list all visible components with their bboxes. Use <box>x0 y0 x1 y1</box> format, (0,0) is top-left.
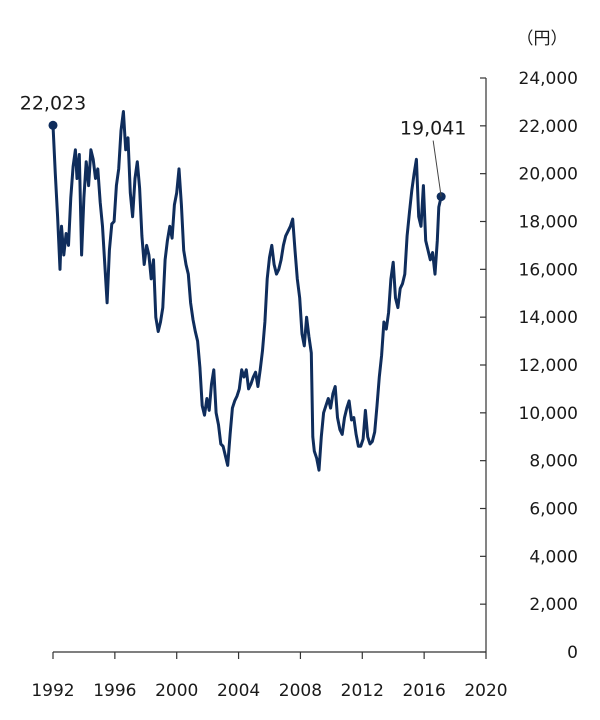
x-tick-label: 2004 <box>217 681 260 701</box>
annotation-marker <box>48 120 58 130</box>
y-tick-label: 8,000 <box>529 452 578 472</box>
y-tick-label: 18,000 <box>519 213 578 233</box>
y-axis-unit-label: （円） <box>517 29 568 49</box>
x-axis-ticks: 1992 1996 2000 2004 2008 2012 2016 2020 <box>31 652 508 701</box>
annotation-label: 19,041 <box>400 118 466 140</box>
y-tick-label: 10,000 <box>519 404 578 424</box>
y-tick-label: 0 <box>567 643 578 663</box>
x-tick-label: 2012 <box>341 681 384 701</box>
annotation-leader-line <box>432 140 442 197</box>
x-tick-label: 2008 <box>279 681 322 701</box>
x-tick-label: 1996 <box>93 681 136 701</box>
x-tick-label: 2020 <box>464 681 507 701</box>
annotation-label: 22,023 <box>20 92 86 114</box>
x-tick-label: 1992 <box>31 681 74 701</box>
x-tick-label: 2016 <box>403 681 446 701</box>
annotations: 22,023 19,041 <box>20 92 466 202</box>
y-tick-label: 16,000 <box>519 260 578 280</box>
y-tick-label: 24,000 <box>519 69 578 89</box>
y-tick-label: 2,000 <box>529 595 578 615</box>
y-tick-label: 14,000 <box>519 308 578 328</box>
y-tick-label: 6,000 <box>529 500 578 520</box>
y-tick-label: 4,000 <box>529 547 578 567</box>
y-axis-ticks: 0 2,000 4,000 6,000 8,000 10,000 12,000 14,000 1… <box>480 69 578 663</box>
series-line <box>51 110 443 472</box>
x-tick-label: 2000 <box>155 681 198 701</box>
y-tick-label: 22,000 <box>519 117 578 137</box>
y-tick-label: 20,000 <box>519 165 578 185</box>
y-tick-label: 12,000 <box>519 356 578 376</box>
